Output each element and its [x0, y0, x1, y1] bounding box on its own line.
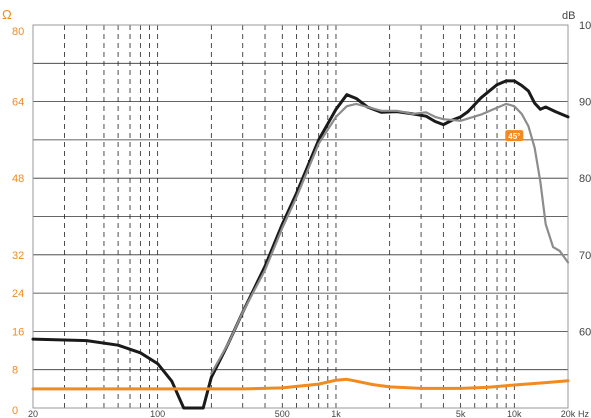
right-tick-label: 100 — [579, 20, 591, 32]
left-tick-label: 24 — [12, 288, 24, 300]
horizontal-grid — [33, 62, 568, 371]
x-tick-label: 5k — [456, 409, 466, 418]
left-tick-label: 16 — [12, 326, 24, 338]
right-tick-label: 60 — [579, 326, 591, 338]
x-axis-ticks: 20 100 500 1k 5k 10k 20k — [28, 409, 576, 418]
x-axis-unit: Hz — [578, 409, 589, 418]
annotation-badge — [505, 130, 524, 142]
right-tick-label: 80 — [579, 173, 591, 185]
left-tick-label: 48 — [12, 173, 24, 185]
right-tick-label: 70 — [579, 250, 591, 262]
left-axis-unit: Ω — [2, 7, 12, 22]
annotation-layer: 45° — [505, 130, 524, 142]
left-tick-label: 0 — [12, 405, 18, 417]
left-axis-ticks: 0 8 16 24 32 48 64 80 — [12, 26, 24, 417]
series-line-3 — [31, 377, 570, 391]
series-line-1 — [31, 79, 570, 410]
x-tick-label: 10k — [507, 409, 522, 418]
x-tick-label: 20 — [28, 409, 38, 418]
x-tick-label: 20k — [561, 409, 576, 418]
vertical-grid — [64, 25, 515, 408]
right-axis-ticks: 60 70 80 90 100 — [579, 20, 591, 338]
left-tick-label: 8 — [12, 365, 18, 377]
plot-frame — [32, 24, 569, 409]
left-tick-label: 80 — [12, 26, 24, 38]
left-tick-label: 64 — [12, 97, 24, 109]
right-axis-unit: dB — [562, 10, 575, 22]
x-tick-label: 500 — [275, 409, 290, 418]
series-layer — [31, 79, 570, 410]
right-tick-label: 90 — [579, 97, 591, 109]
series-line-2 — [210, 102, 570, 375]
x-tick-label: 100 — [150, 409, 165, 418]
left-tick-label: 32 — [12, 250, 24, 262]
x-tick-label: 1k — [331, 409, 341, 418]
annotation-label: 45° — [508, 132, 520, 141]
